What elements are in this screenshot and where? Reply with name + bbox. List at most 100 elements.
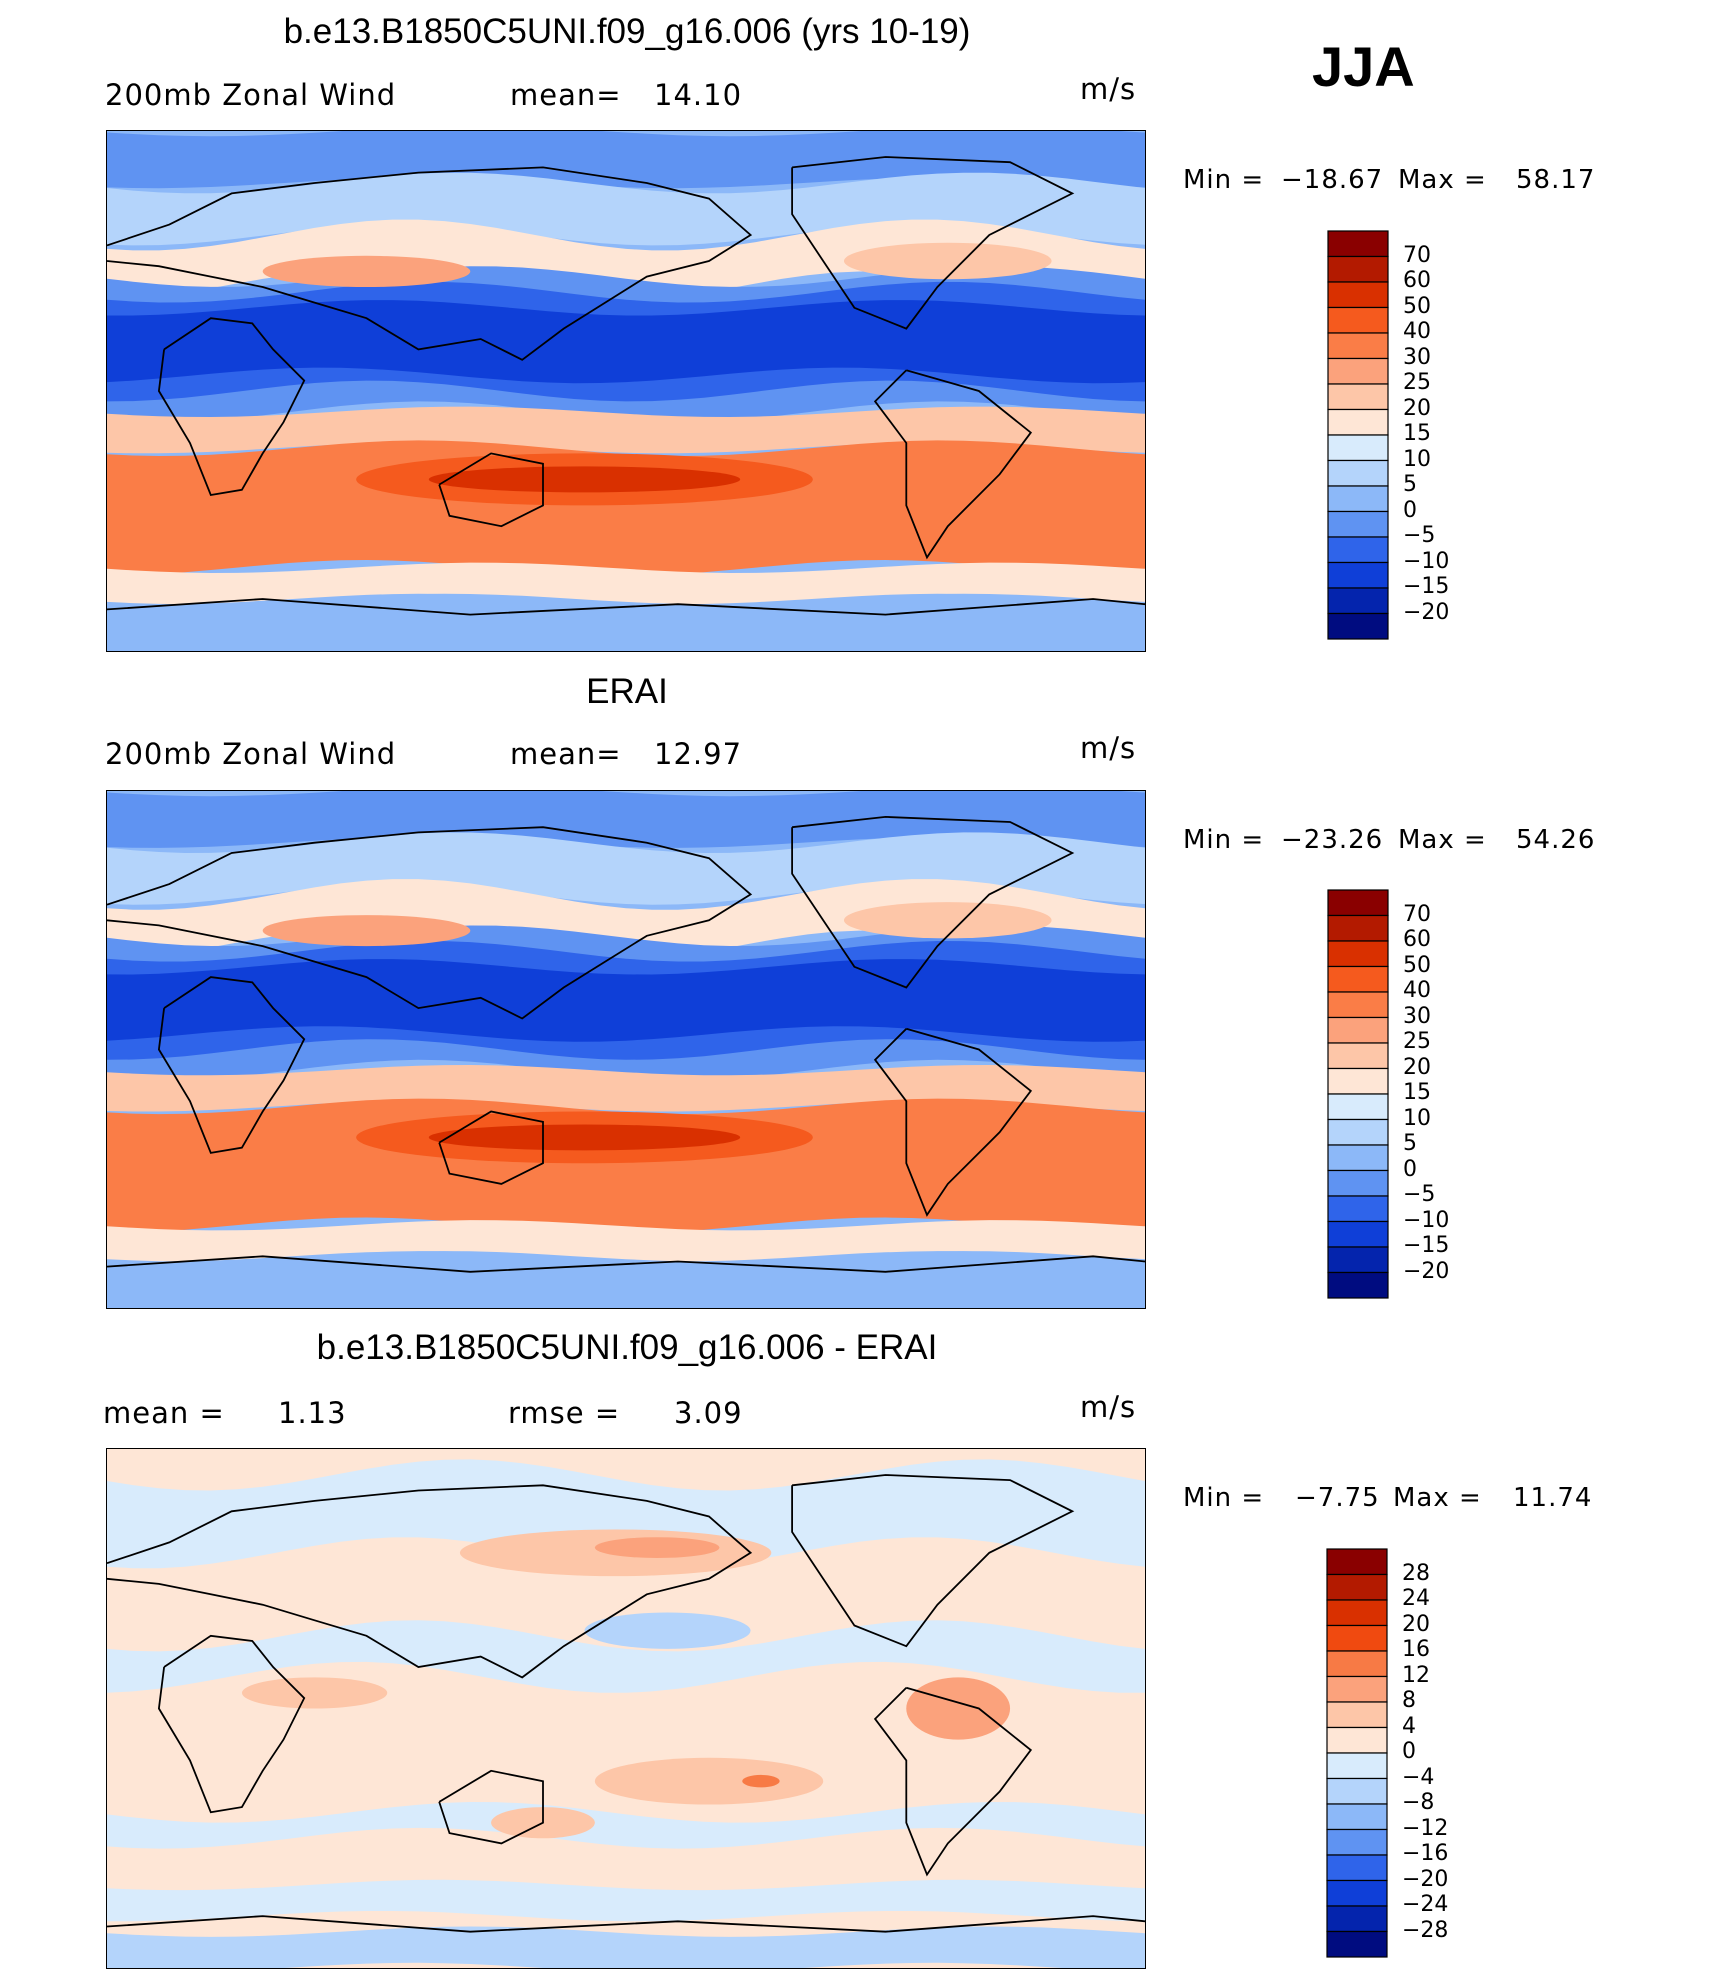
coastline: [873, 369, 1033, 560]
panel2-min-label: Min =: [1183, 825, 1265, 855]
coastline: [791, 156, 1075, 330]
colorbar-swatch: [1327, 485, 1389, 513]
colorbar-swatch: [1327, 889, 1389, 917]
colorbar-tick-label: 4: [1402, 1713, 1416, 1739]
coastline: [107, 1484, 753, 1679]
field-band: [107, 791, 1145, 848]
colorbar-swatch: [1327, 255, 1389, 283]
colorbar-tick-label: 10: [1403, 446, 1431, 472]
panel2-mean-label: mean=: [510, 737, 622, 771]
colorbar-tick-label: 0: [1403, 497, 1417, 523]
coastline: [157, 317, 306, 497]
colorbar-tick-label: −10: [1403, 1207, 1450, 1233]
colorbar-tick-label: 8: [1402, 1688, 1416, 1713]
coastline: [107, 166, 753, 361]
panel1-variable: 200mb Zonal Wind: [105, 78, 397, 112]
panel2-title: ERAI: [586, 672, 668, 711]
colorbar-swatch: [1327, 383, 1389, 411]
colorbar-swatch: [1327, 1042, 1389, 1070]
colorbar-tick-label: 20: [1403, 1054, 1431, 1080]
season-label: JJA: [1312, 35, 1415, 98]
colorbar-tick-label: −28: [1402, 1917, 1449, 1943]
colorbar-swatch: [1326, 1624, 1388, 1652]
panel1-min-value: −18.67: [1281, 165, 1384, 195]
colorbar-tick-label: 25: [1403, 1029, 1431, 1054]
colorbar-swatch: [1327, 281, 1389, 309]
field-band: [107, 219, 1145, 303]
panel1-map: [106, 130, 1146, 652]
coastline: [157, 1634, 306, 1814]
colorbar-swatch: [1327, 306, 1389, 334]
field-blob: [843, 242, 1052, 280]
panel3-title: b.e13.B1850C5UNI.f09_g16.006 - ERAI: [316, 1328, 938, 1367]
field-blob: [906, 1677, 1011, 1740]
colorbar-swatch: [1326, 1701, 1388, 1729]
coastline: [873, 1686, 1033, 1877]
colorbar-swatches: [1326, 1548, 1388, 1958]
coastline: [438, 452, 544, 528]
colorbar-tick-label: −8: [1402, 1790, 1435, 1815]
colorbar-tick-label: 30: [1403, 1003, 1431, 1029]
colorbar-swatch: [1327, 561, 1389, 589]
field-blob: [742, 1774, 780, 1788]
colorbar-tick-label: 60: [1403, 927, 1431, 952]
colorbar-swatch: [1326, 1828, 1388, 1856]
colorbar-tick-label: 60: [1403, 268, 1431, 293]
colorbar-swatch: [1327, 1246, 1389, 1274]
field-blob: [241, 1677, 388, 1709]
colorbar-tick-label: 25: [1403, 370, 1431, 395]
panel2-max-label: Max =: [1398, 825, 1487, 855]
colorbar-tick-label: −4: [1402, 1764, 1435, 1790]
field-blob: [843, 902, 1052, 939]
colorbar-swatch: [1327, 587, 1389, 615]
colorbar-tick-label: −20: [1402, 1866, 1449, 1892]
colorbar-tick-label: 12: [1402, 1662, 1430, 1688]
colorbar-tick-label: −5: [1403, 1182, 1436, 1207]
colorbar-tick-label: −15: [1403, 1233, 1450, 1258]
coastline: [791, 1474, 1075, 1648]
colorbar-tick-label: 50: [1403, 952, 1431, 978]
field-band: [107, 1065, 1145, 1112]
field-band: [107, 1459, 1145, 1569]
colorbar-tick-label: −20: [1403, 599, 1450, 625]
panel3-mean-value: 1.13: [278, 1396, 347, 1430]
colorbar-swatch: [1326, 1803, 1388, 1831]
colorbar-swatch: [1327, 1016, 1389, 1044]
colorbar-swatch: [1327, 230, 1389, 258]
coastline: [107, 1255, 1145, 1273]
panel1-units: m/s: [1080, 72, 1137, 106]
colorbar-tick-label: 40: [1403, 319, 1431, 344]
colorbar-tick-label: 10: [1403, 1105, 1431, 1131]
colorbar-swatch: [1326, 1777, 1388, 1805]
field-band: [107, 131, 1145, 189]
colorbar-swatch: [1327, 1118, 1389, 1146]
coastline: [157, 976, 306, 1154]
coastline: [438, 1110, 544, 1185]
panel1-max-label: Max =: [1398, 165, 1487, 195]
field-band: [107, 1879, 1145, 1922]
colorbar-tick-label: 28: [1402, 1560, 1430, 1586]
colorbar-tick-label: 70: [1403, 901, 1431, 927]
coastline: [873, 1027, 1033, 1217]
panel3-max-label: Max =: [1393, 1483, 1482, 1513]
field-band: [107, 406, 1145, 454]
colorbar-swatch: [1327, 1271, 1389, 1299]
colorbar-swatch: [1327, 940, 1389, 968]
colorbar-tick-label: −24: [1402, 1892, 1449, 1917]
colorbar-swatch: [1327, 332, 1389, 360]
colorbar-swatch: [1326, 1599, 1388, 1627]
colorbar-swatch: [1326, 1930, 1388, 1958]
field-blob: [428, 1124, 741, 1151]
colorbar-tick-label: −15: [1403, 574, 1450, 599]
colorbar-swatch: [1327, 408, 1389, 436]
colorbar-swatch: [1327, 1169, 1389, 1197]
field-band: [107, 1220, 1145, 1262]
field-band: [107, 1251, 1145, 1308]
panel3-rmse-label: rmse =: [508, 1396, 621, 1430]
colorbar-swatch: [1327, 612, 1389, 640]
coastline: [107, 598, 1145, 616]
panel3-mean-label: mean =: [103, 1396, 225, 1430]
colorbar-tick-label: 16: [1402, 1637, 1430, 1662]
coastline: [107, 826, 753, 1020]
colorbar-tick-label: 50: [1403, 293, 1431, 319]
